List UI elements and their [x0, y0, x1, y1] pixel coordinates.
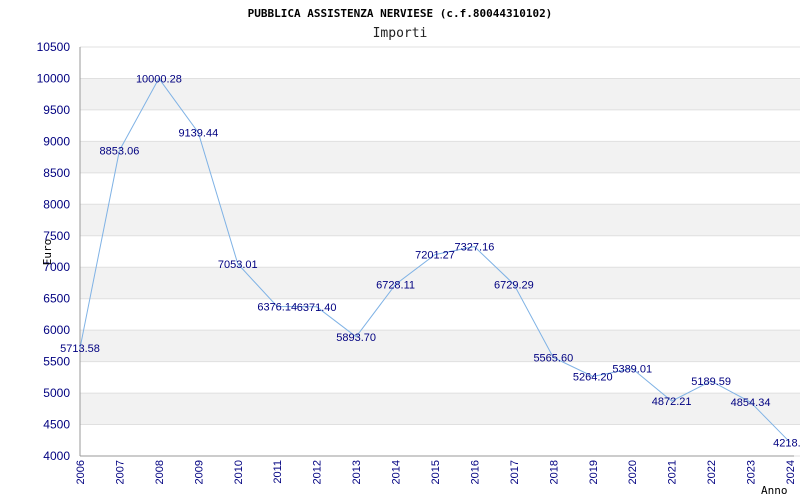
y-tick-label: 9000 [43, 134, 70, 148]
x-tick-label: 2016 [469, 460, 481, 484]
x-tick-label: 2022 [706, 460, 718, 484]
x-tick-label: 2023 [746, 460, 758, 484]
series-line [79, 77, 791, 443]
y-tick-label: 4500 [43, 418, 70, 432]
x-tick-label: 2014 [391, 460, 403, 484]
grid-bands [80, 78, 800, 425]
x-tick-label: 2009 [193, 460, 205, 484]
y-axis-label: Euro [41, 239, 54, 266]
data-label: 5189.59 [691, 376, 731, 388]
grid-band [80, 141, 800, 173]
x-tick-labels: 2006 2007 2008 2009 2010 2011 2012 2013 2014 2015… [75, 460, 797, 484]
data-label: 4218.4 [773, 437, 800, 449]
chart-title: PUBBLICA ASSISTENZA NERVIESE (c.f.800443… [248, 7, 553, 20]
y-tick-label: 7000 [43, 260, 70, 274]
data-label: 7201.27 [415, 250, 455, 262]
x-tick-label: 2019 [588, 460, 600, 484]
data-label: 10000.28 [136, 73, 182, 85]
x-tick-label: 2008 [154, 460, 166, 484]
y-tick-label: 8000 [43, 197, 70, 211]
data-label: 9139.44 [178, 128, 218, 140]
x-tick-label: 2011 [272, 460, 284, 484]
data-label: 4872.21 [652, 396, 692, 408]
x-tick-label: 2024 [785, 460, 797, 484]
y-tick-label: 6000 [43, 323, 70, 337]
data-label: 5389.01 [612, 364, 652, 376]
grid-band [80, 78, 800, 110]
y-tick-label: 4000 [43, 449, 70, 463]
x-tick-label: 2007 [114, 460, 126, 484]
data-label: 6376.14 [257, 301, 297, 313]
data-label: 7053.01 [218, 259, 258, 271]
data-labels: 5713.58 8853.06 10000.28 9139.44 7053.01 6376… [60, 73, 800, 449]
x-tick-label: 2012 [312, 460, 324, 484]
y-tick-label: 10500 [37, 40, 71, 54]
x-tick-label: 2017 [509, 460, 521, 484]
chart-subtitle: Importi [373, 26, 428, 41]
grid-band [80, 204, 800, 236]
y-tick-label: 7500 [43, 229, 70, 243]
grid-band [80, 330, 800, 362]
grid-band [80, 393, 800, 425]
y-tick-label: 10000 [37, 71, 71, 85]
data-label: 6729.29 [494, 279, 534, 291]
x-tick-label: 2006 [75, 460, 87, 484]
x-tick-label: 2018 [548, 460, 560, 484]
y-tick-labels: 4000 4500 5000 5500 6000 6500 7000 7500 8000 8500… [37, 40, 71, 463]
data-label: 5713.58 [60, 343, 100, 355]
data-label: 5565.60 [533, 352, 573, 364]
data-label: 7327.16 [455, 242, 495, 254]
x-axis-label: Anno [761, 484, 788, 497]
data-label: 6728.11 [376, 279, 415, 291]
x-tick-label: 2015 [430, 460, 442, 484]
x-tick-label: 2010 [233, 460, 245, 484]
data-label: 5264.20 [573, 371, 613, 383]
data-label: 4854.34 [731, 397, 771, 409]
x-tick-label: 2021 [667, 460, 679, 484]
y-tick-label: 8500 [43, 166, 70, 180]
data-label: 8853.06 [100, 146, 140, 158]
x-tick-label: 2013 [351, 460, 363, 484]
y-tick-label: 5500 [43, 355, 70, 369]
y-tick-label: 6500 [43, 292, 70, 306]
data-label: 5893.70 [336, 332, 376, 344]
x-tick-label: 2020 [627, 460, 639, 484]
grid-band [80, 267, 800, 299]
data-label: 6371.40 [297, 302, 337, 314]
y-tick-label: 9500 [43, 103, 70, 117]
y-tick-label: 5000 [43, 386, 70, 400]
